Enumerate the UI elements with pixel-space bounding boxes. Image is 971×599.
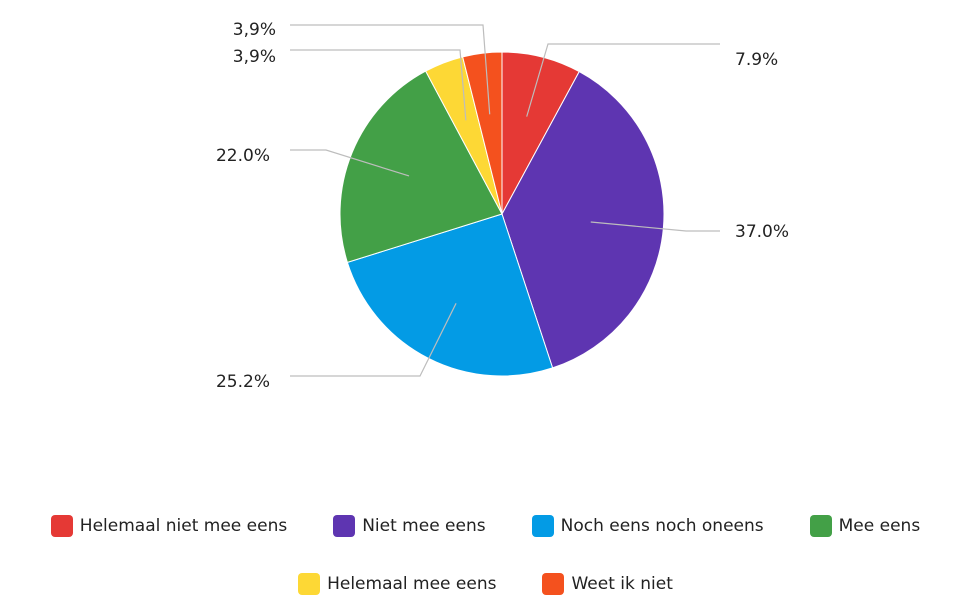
pie-chart: 7.9% 37.0% 25.2% 22.0% 3,9% 3,9% [216, 20, 789, 392]
slice-value-label: 3,9% [233, 47, 276, 67]
legend-label: Noch eens noch oneens [560, 516, 764, 536]
leader-line [290, 49, 467, 121]
legend-item-weet-ik-niet[interactable]: Weet ik niet [542, 573, 673, 595]
leader-line [290, 149, 410, 177]
legend-item-mee-eens[interactable]: Mee eens [809, 515, 921, 537]
legend-item-helemaal-mee-eens[interactable]: Helemaal mee eens [298, 573, 496, 595]
slice-value-label: 3,9% [233, 20, 276, 40]
pie-slice-mee-eens[interactable] [339, 70, 503, 264]
slice-value-label: 37.0% [735, 222, 789, 242]
legend-item-niet-mee-eens[interactable]: Niet mee eens [333, 515, 486, 537]
legend-label: Niet mee eens [362, 516, 486, 536]
legend-swatch [809, 515, 832, 537]
slice-labels: 7.9% 37.0% 25.2% 22.0% 3,9% 3,9% [216, 20, 789, 392]
slice-value-label: 22.0% [216, 146, 270, 166]
legend-label: Weet ik niet [571, 574, 673, 594]
pie-slice-weet-ik-niet[interactable] [462, 51, 503, 215]
legend-swatch [333, 515, 356, 537]
legend-swatch [542, 573, 565, 595]
legend-label: Helemaal niet mee eens [79, 516, 288, 536]
leader-line [590, 221, 720, 232]
leader-line [526, 43, 720, 117]
leader-line [290, 24, 491, 115]
legend-label: Helemaal mee eens [327, 574, 497, 594]
leader-line [290, 303, 457, 377]
pie-slice-noch-eens-noch-oneens[interactable] [346, 213, 554, 377]
slice-value-label: 25.2% [216, 372, 270, 392]
legend-swatch [50, 515, 73, 537]
slice-value-label: 7.9% [735, 50, 778, 70]
legend-row-1: Helemaal niet mee eens Niet mee eens Noc… [0, 515, 971, 537]
pie-slices [339, 51, 665, 377]
legend-swatch [531, 515, 554, 537]
legend-item-helemaal-niet-mee-eens[interactable]: Helemaal niet mee eens [50, 515, 288, 537]
legend-swatch [298, 573, 321, 595]
legend-item-noch-eens-noch-oneens[interactable]: Noch eens noch oneens [531, 515, 764, 537]
legend-label: Mee eens [838, 516, 921, 536]
legend-row-2: Helemaal mee eens Weet ik niet [0, 573, 971, 595]
leader-lines [290, 24, 720, 377]
